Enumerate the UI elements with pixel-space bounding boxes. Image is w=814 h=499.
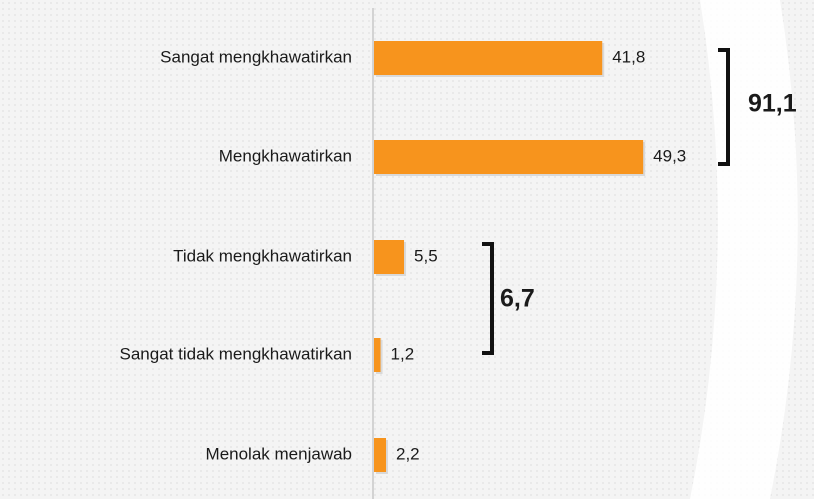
total-label: 91,1 (748, 90, 797, 118)
bracket (482, 242, 494, 355)
bar (374, 338, 381, 372)
category-label: Sangat mengkhawatirkan (160, 47, 352, 66)
bracket (718, 48, 730, 166)
category-label: Tidak mengkhawatirkan (173, 246, 352, 265)
value-label: 1,2 (391, 344, 415, 363)
value-label: 49,3 (653, 146, 686, 165)
bar (374, 438, 387, 472)
value-label: 41,8 (612, 47, 645, 66)
bar (374, 41, 603, 75)
value-label: 5,5 (414, 246, 438, 265)
category-label: Sangat tidak mengkhawatirkan (120, 344, 352, 363)
bar (374, 140, 644, 174)
bar (374, 240, 405, 274)
category-label: Menolak menjawab (206, 444, 352, 463)
background-band (690, 0, 798, 499)
total-label: 6,7 (500, 285, 535, 313)
value-label: 2,2 (396, 444, 420, 463)
category-label: Mengkhawatirkan (219, 146, 352, 165)
